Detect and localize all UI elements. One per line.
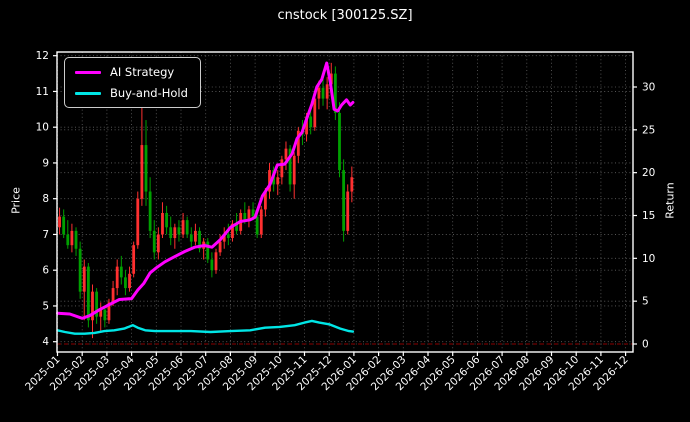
legend-item-buy-and-hold: Buy-and-Hold — [75, 86, 188, 100]
return-tick-label: 5 — [642, 296, 649, 308]
return-tick-label: 25 — [642, 124, 655, 136]
return-tick-label: 10 — [642, 253, 655, 265]
chart-title: cnstock [300125.SZ] — [277, 8, 413, 23]
price-tick-label: 7 — [42, 229, 49, 241]
price-axis-title: Price — [9, 187, 23, 214]
legend: AI Strategy Buy-and-Hold — [64, 57, 201, 108]
price-tick-label: 6 — [42, 265, 49, 277]
price-tick-label: 5 — [42, 300, 49, 312]
price-tick-label: 9 — [42, 157, 49, 169]
ai-strategy-line — [56, 61, 355, 320]
legend-label-buy-and-hold: Buy-and-Hold — [110, 86, 188, 100]
price-tick-label: 4 — [42, 336, 49, 348]
price-tick-label: 10 — [36, 122, 49, 134]
return-tick-label: 15 — [642, 210, 655, 222]
price-tick-label: 8 — [42, 193, 49, 205]
legend-label-ai-strategy: AI Strategy — [110, 65, 175, 79]
return-tick-label: 0 — [642, 339, 649, 351]
buy-and-hold-line — [56, 319, 355, 335]
candles-layer — [58, 62, 354, 339]
plot-border — [56, 51, 634, 353]
ai-strategy-swatch — [75, 70, 101, 74]
price-tick-label: 12 — [36, 50, 49, 62]
return-tick-label: 20 — [642, 167, 655, 179]
return-axis-title: Return — [663, 182, 677, 219]
buy-and-hold-swatch — [75, 91, 101, 95]
price-tick-label: 11 — [36, 86, 49, 98]
return-tick-label: 30 — [642, 81, 655, 93]
tick-marks — [53, 55, 637, 356]
legend-item-ai-strategy: AI Strategy — [75, 65, 188, 79]
